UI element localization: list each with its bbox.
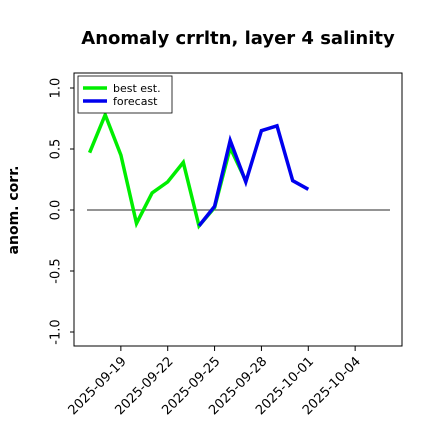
chart-title: Anomaly crrltn, layer 4 salinity xyxy=(81,28,395,49)
series-line-forecast xyxy=(197,123,310,227)
legend-box xyxy=(77,75,173,114)
y-tick-label: -1.0 xyxy=(49,319,64,344)
legend: best est. forecast xyxy=(77,75,173,114)
y-tick-label: 0.5 xyxy=(49,139,64,160)
legend-label-best-est: best est. xyxy=(113,82,161,95)
series-layer xyxy=(87,110,310,230)
x-axis: 2025-09-192025-09-222025-09-252025-09-28… xyxy=(66,346,364,418)
y-axis-label: anom. corr. xyxy=(6,166,22,255)
y-tick-label: 1.0 xyxy=(49,78,64,99)
y-tick-label: 0.0 xyxy=(49,200,64,221)
legend-label-forecast: forecast xyxy=(113,95,158,108)
y-axis: -1.0 -0.5 0.0 0.5 1.0 xyxy=(49,78,74,345)
y-tick-label: -0.5 xyxy=(49,258,64,283)
